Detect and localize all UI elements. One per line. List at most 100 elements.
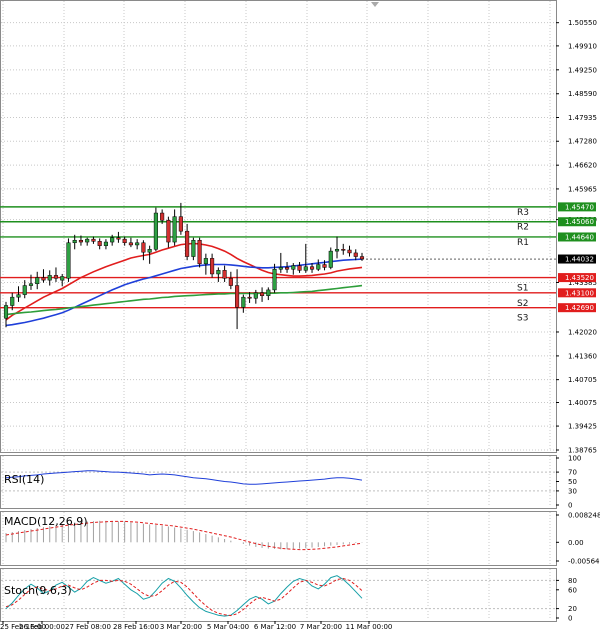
top-marker-icon: [371, 2, 379, 7]
rsi-tick-label: 0: [568, 502, 572, 510]
rsi-line: [5, 470, 363, 485]
candle-body: [266, 289, 271, 296]
candle-body: [166, 220, 171, 243]
level-value-r1: 1.44640: [565, 233, 594, 241]
x-tick-label: 11 Mar 00:00: [346, 623, 393, 631]
candle-body: [10, 296, 15, 306]
level-value-r2: 1.45060: [565, 218, 594, 226]
x-tick-label: 7 Mar 20:00: [300, 623, 342, 631]
candle-body: [353, 252, 358, 257]
candle-body: [72, 239, 77, 244]
candle-body: [66, 242, 71, 279]
panel-rsi: [0, 455, 557, 509]
candle-body: [316, 264, 321, 270]
candle-body: [128, 242, 133, 246]
level-name-s1: S1: [517, 284, 528, 294]
candle-body: [241, 296, 246, 308]
candle-body: [135, 242, 140, 246]
candle-body: [185, 230, 190, 257]
y-tick-label: 1.49910: [568, 42, 597, 50]
rsi-tick-label: 30: [568, 487, 577, 495]
level-value-s3: 1.42690: [565, 304, 594, 312]
candle-body: [228, 278, 233, 286]
rsi-tick-label: 100: [568, 455, 581, 463]
candle-body: [3, 305, 9, 319]
candle-body: [47, 275, 52, 281]
level-name-r1: R1: [517, 238, 529, 248]
level-name-r2: R2: [517, 223, 529, 233]
candle-body: [210, 258, 215, 275]
y-tick-label: 1.39425: [568, 423, 597, 431]
y-tick-label: 1.43385: [568, 279, 597, 287]
level-value-r3: 1.45470: [565, 203, 594, 211]
candle-body: [122, 238, 127, 244]
candle-body: [322, 264, 327, 268]
candle-body: [116, 237, 121, 240]
y-tick-label: 1.40075: [568, 399, 597, 407]
stoch-d-line: [5, 577, 363, 617]
candle-body: [253, 292, 258, 299]
candle-body: [191, 239, 196, 257]
level-tag-s3: [558, 303, 596, 313]
level-name-r3: R3: [517, 208, 529, 218]
candle-body: [334, 249, 340, 252]
candle-body: [247, 296, 252, 299]
y-tick-label: 1.42020: [568, 328, 597, 336]
candle-body: [216, 270, 221, 275]
level-value-s2: 1.43100: [565, 289, 594, 297]
rsi-title: RSI(14): [4, 473, 44, 486]
candle-body: [91, 238, 96, 242]
x-tick-label: 25 Feb 16:00: [0, 623, 46, 631]
candle-body: [285, 267, 290, 270]
candle-body: [53, 275, 59, 279]
x-tick-label: 28 Feb 16:00: [113, 623, 159, 631]
x-tick-label: 6 Mar 12:00: [254, 623, 296, 631]
candle-body: [35, 277, 40, 284]
stoch-title: Stoch(9,6,3): [4, 584, 72, 597]
candle-body: [347, 249, 352, 254]
candle-body: [197, 239, 202, 265]
candle-body: [160, 212, 165, 221]
panel-stoch: [0, 568, 557, 622]
candle-body: [272, 268, 277, 291]
level-tag-r1: [558, 232, 596, 242]
candle-body: [359, 256, 365, 260]
y-tick-label: 1.41360: [568, 352, 597, 360]
stoch-k-line: [5, 575, 363, 617]
macd-title: MACD(12,26,9): [4, 515, 88, 528]
level-tag-r2: [558, 217, 596, 227]
candle-body: [103, 241, 108, 246]
candle-body: [110, 237, 115, 243]
candle-body: [222, 270, 227, 279]
candle-body: [297, 265, 302, 271]
candle-body: [60, 276, 65, 281]
candle-body: [291, 265, 296, 270]
level-name-s3: S3: [517, 314, 528, 324]
y-tick-label: 1.49250: [568, 66, 597, 74]
y-tick-label: 1.40705: [568, 376, 597, 384]
y-tick-label: 1.45965: [568, 185, 597, 193]
y-tick-label: 1.50550: [568, 19, 597, 27]
y-tick-label: 1.38765: [568, 447, 597, 455]
moving-average-2: [5, 284, 363, 316]
candle-body: [235, 285, 240, 308]
panel-main: [0, 0, 557, 453]
macd-signal-line: [5, 520, 363, 551]
rsi-tick-label: 70: [568, 469, 577, 477]
moving-average-0: [5, 242, 363, 321]
y-tick-label: 1.46620: [568, 162, 597, 170]
macd-tick-label: 0.008248: [568, 512, 600, 520]
y-tick-label: 1.48590: [568, 90, 597, 98]
candle-body: [328, 250, 333, 268]
candle-body: [153, 212, 158, 250]
candle-body: [85, 238, 90, 243]
candle-body: [41, 277, 46, 281]
candle-body: [203, 258, 208, 265]
candle-body: [341, 249, 346, 251]
candle-body: [141, 242, 146, 253]
stoch-tick-label: 0: [568, 615, 572, 623]
current-price-value: 1.44032: [565, 256, 594, 264]
level-tag-s2: [558, 288, 596, 298]
candle-body: [28, 283, 34, 286]
candle-body: [260, 292, 265, 296]
